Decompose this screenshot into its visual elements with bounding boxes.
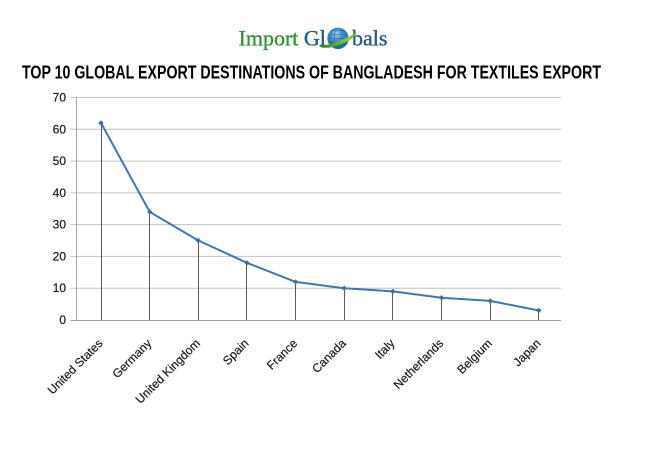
svg-text:TOP 10 GLOBAL EXPORT DESTINATI: TOP 10 GLOBAL EXPORT DESTINATIONS OF BAN… — [22, 63, 601, 83]
svg-text:Netherlands: Netherlands — [391, 336, 447, 392]
svg-text:60: 60 — [53, 122, 67, 136]
svg-text:20: 20 — [53, 249, 67, 263]
svg-text:50: 50 — [53, 154, 67, 168]
svg-text:30: 30 — [53, 218, 67, 232]
svg-text:Germany: Germany — [110, 336, 155, 381]
svg-text:70: 70 — [53, 91, 67, 105]
svg-text:0: 0 — [59, 313, 66, 327]
svg-text:Belgium: Belgium — [454, 336, 495, 377]
svg-text:40: 40 — [53, 186, 67, 200]
svg-text:United States: United States — [45, 336, 106, 397]
svg-text:France: France — [264, 336, 301, 373]
svg-text:bals: bals — [352, 26, 387, 51]
svg-text:Import Gl: Import Gl — [239, 26, 326, 51]
svg-text:Spain: Spain — [220, 336, 252, 368]
svg-text:Japan: Japan — [510, 336, 543, 369]
svg-text:10: 10 — [53, 281, 67, 295]
svg-text:Italy: Italy — [372, 336, 397, 361]
svg-text:Canada: Canada — [309, 336, 349, 376]
